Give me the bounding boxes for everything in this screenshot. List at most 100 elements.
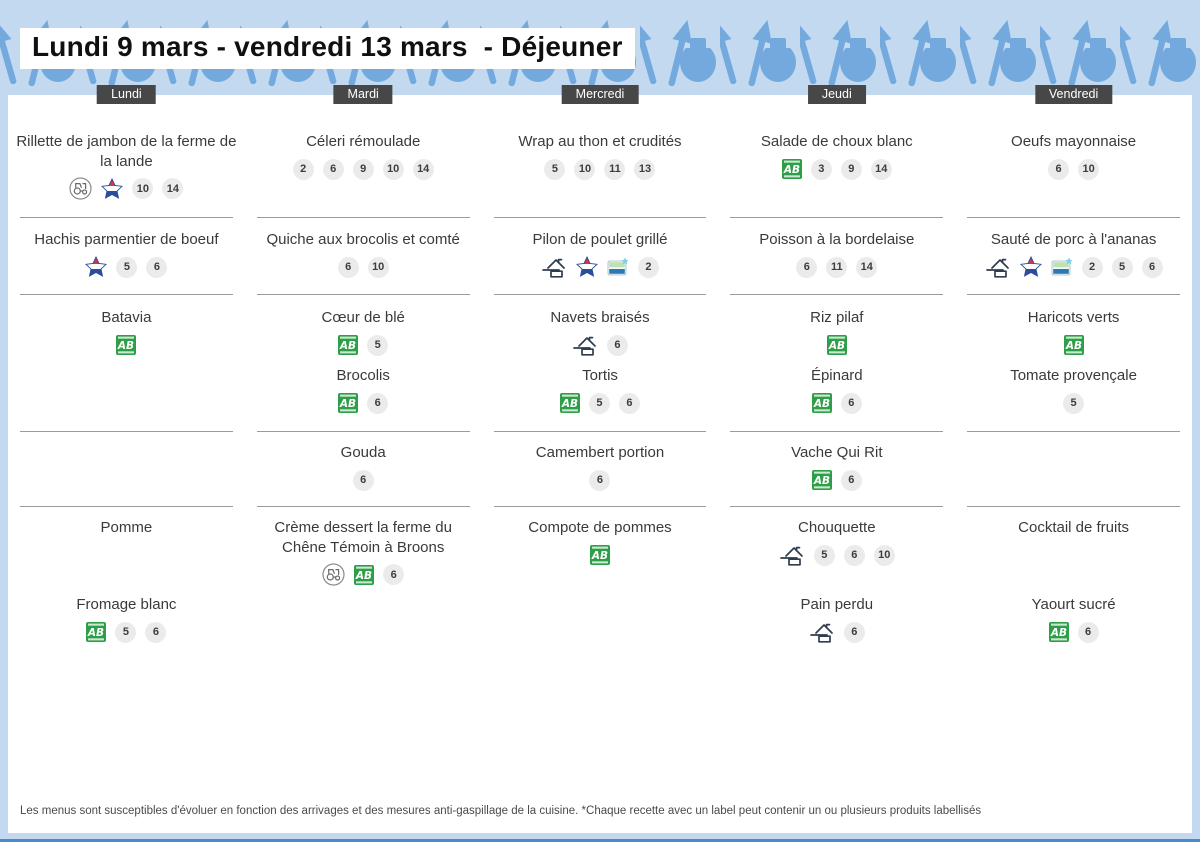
ab-icon: AB — [354, 564, 375, 585]
menu-item-name: Haricots verts — [1027, 309, 1120, 326]
menu-item: Chouquette 5 6 10 — [724, 518, 949, 567]
item-marks: AB 6 — [724, 469, 949, 492]
allergen-badge: 5 — [813, 544, 835, 566]
day-tab-jeudi[interactable]: Jeudi — [807, 85, 866, 104]
item-marks: AB — [724, 334, 949, 357]
allergen-badge: 3 — [810, 158, 832, 180]
tractor-icon — [69, 177, 92, 200]
item-marks: 6 10 — [961, 158, 1186, 181]
menu-item-name: Navets braisés — [550, 309, 650, 326]
svg-text:AB: AB — [813, 475, 830, 487]
allergen-badge: 10 — [1078, 158, 1100, 180]
menu-item: Wrap au thon et crudités 5 10 11 13 — [488, 132, 713, 181]
day-column-vendredi: Vendredi Oeufs mayonnaise 6 10 Sauté de porc… — [955, 85, 1192, 833]
menu-item-name: Gouda — [340, 444, 386, 461]
allergen-badge: 6 — [796, 256, 818, 278]
menu-section: Camembert portion 6 — [482, 432, 719, 507]
day-tab-vendredi[interactable]: Vendredi — [1034, 85, 1113, 104]
menu-item-name: Épinard — [810, 367, 863, 384]
allergen-badge: 5 — [367, 334, 389, 356]
allergen-badge: 6 — [1048, 158, 1070, 180]
menu-item-name: Camembert portion — [535, 444, 665, 461]
allergen-badge: 6 — [618, 392, 640, 414]
ab-icon: AB — [811, 470, 832, 490]
menu-item: Vache Qui Rit AB 6 — [724, 443, 949, 492]
fait-maison-icon — [779, 544, 805, 566]
svg-text:AB: AB — [783, 164, 800, 176]
menu-item: Fromage blanc AB 5 6 — [14, 595, 239, 644]
day-tab-mardi[interactable]: Mardi — [333, 85, 393, 104]
menu-item-name: Pomme — [100, 519, 153, 536]
menu-item-name: Fromage blanc — [76, 596, 177, 613]
menu-section: Riz pilaf AB Épinard AB 6 — [718, 295, 955, 432]
page-title: Lundi 9 mars - vendredi 13 mars - Déjeun… — [20, 28, 635, 69]
allergen-badge: 5 — [115, 621, 137, 643]
allergen-badge: 13 — [634, 158, 656, 180]
allergen-badge: 11 — [826, 256, 848, 278]
menu-item: Tortis AB 5 6 — [488, 366, 713, 424]
allergen-badge: 14 — [162, 178, 184, 199]
menu-section: Sauté de porc à l'ananas 2 5 6 — [955, 218, 1192, 295]
ab-icon: AB — [559, 393, 580, 413]
menu-item-name: Chouquette — [798, 519, 876, 536]
quality-label-icon — [1051, 257, 1073, 278]
item-marks: 6 — [724, 621, 949, 644]
item-marks: AB — [961, 334, 1186, 357]
menu-item: Pomme — [14, 518, 239, 538]
item-marks: AB 5 6 — [488, 392, 713, 415]
french-meat-icon — [1019, 256, 1042, 278]
menu-item-name: Yaourt sucré — [1031, 596, 1116, 613]
svg-text:AB: AB — [813, 398, 830, 410]
item-marks: AB 6 — [724, 392, 949, 415]
menu-section: Gouda 6 — [245, 432, 482, 507]
menu-section — [955, 432, 1192, 507]
allergen-badge: 14 — [856, 256, 878, 278]
fait-maison-icon — [541, 256, 567, 278]
allergen-badge: 5 — [1111, 256, 1133, 278]
ab-icon: AB — [338, 393, 359, 413]
day-tab-lundi[interactable]: Lundi — [97, 85, 156, 104]
menu-section: Hachis parmentier de boeuf 5 6 — [8, 218, 245, 295]
menu-item-name: Tortis — [582, 367, 618, 384]
menu-section: Oeufs mayonnaise 6 10 — [955, 112, 1192, 218]
allergen-badge: 11 — [604, 158, 626, 180]
menu-item: Cocktail de fruits — [961, 518, 1186, 538]
menu-section: Navets braisés 6 Tortis AB 5 6 — [482, 295, 719, 432]
allergen-badge: 14 — [870, 158, 892, 180]
menu-item-name: Poisson à la bordelaise — [759, 231, 915, 248]
item-marks: AB 6 — [251, 392, 476, 415]
menu-section: Céleri rémoulade 2 6 9 10 14 — [245, 112, 482, 218]
fait-maison-icon — [985, 256, 1011, 278]
item-marks: AB 5 — [251, 334, 476, 357]
svg-text:AB: AB — [355, 569, 372, 581]
menu-item-name: Wrap au thon et crudités — [518, 133, 682, 150]
allergen-badge: 6 — [322, 158, 344, 180]
allergen-badge: 2 — [637, 256, 659, 278]
ab-icon: AB — [86, 622, 107, 642]
menu-section — [8, 432, 245, 507]
menu-item: Compote de pommes AB — [488, 518, 713, 567]
item-marks: 6 — [488, 334, 713, 357]
menu-item: Tomate provençale 5 — [961, 366, 1186, 424]
menu-item-name: Batavia — [101, 309, 152, 326]
item-marks: 6 10 — [251, 256, 476, 279]
menu-item-name: Oeufs mayonnaise — [1011, 133, 1137, 150]
menu-section: Salade de choux blanc AB 3 9 14 — [718, 112, 955, 218]
day-column-mardi: Mardi Céleri rémoulade 2 6 9 10 14 Quiche aux b… — [245, 85, 482, 833]
allergen-badge: 5 — [544, 158, 566, 180]
day-tab-mercredi[interactable]: Mercredi — [561, 85, 639, 104]
menu-item: Sauté de porc à l'ananas 2 5 6 — [961, 230, 1186, 279]
menu-section — [482, 586, 719, 686]
menu-item: Hachis parmentier de boeuf 5 6 — [14, 230, 239, 279]
menu-section: Quiche aux brocolis et comté 6 10 — [245, 218, 482, 295]
item-marks: 2 — [488, 256, 713, 279]
ab-icon: AB — [811, 393, 832, 413]
menu-item: Crème dessert la ferme du Chêne Témoin à… — [251, 518, 476, 586]
quality-label-icon — [607, 257, 629, 278]
tractor-icon — [322, 563, 345, 586]
menu-item-name: Cœur de blé — [321, 309, 405, 326]
item-marks: AB 6 — [251, 563, 476, 586]
svg-text:AB: AB — [87, 627, 104, 639]
menu-item-name: Tomate provençale — [1010, 367, 1137, 384]
